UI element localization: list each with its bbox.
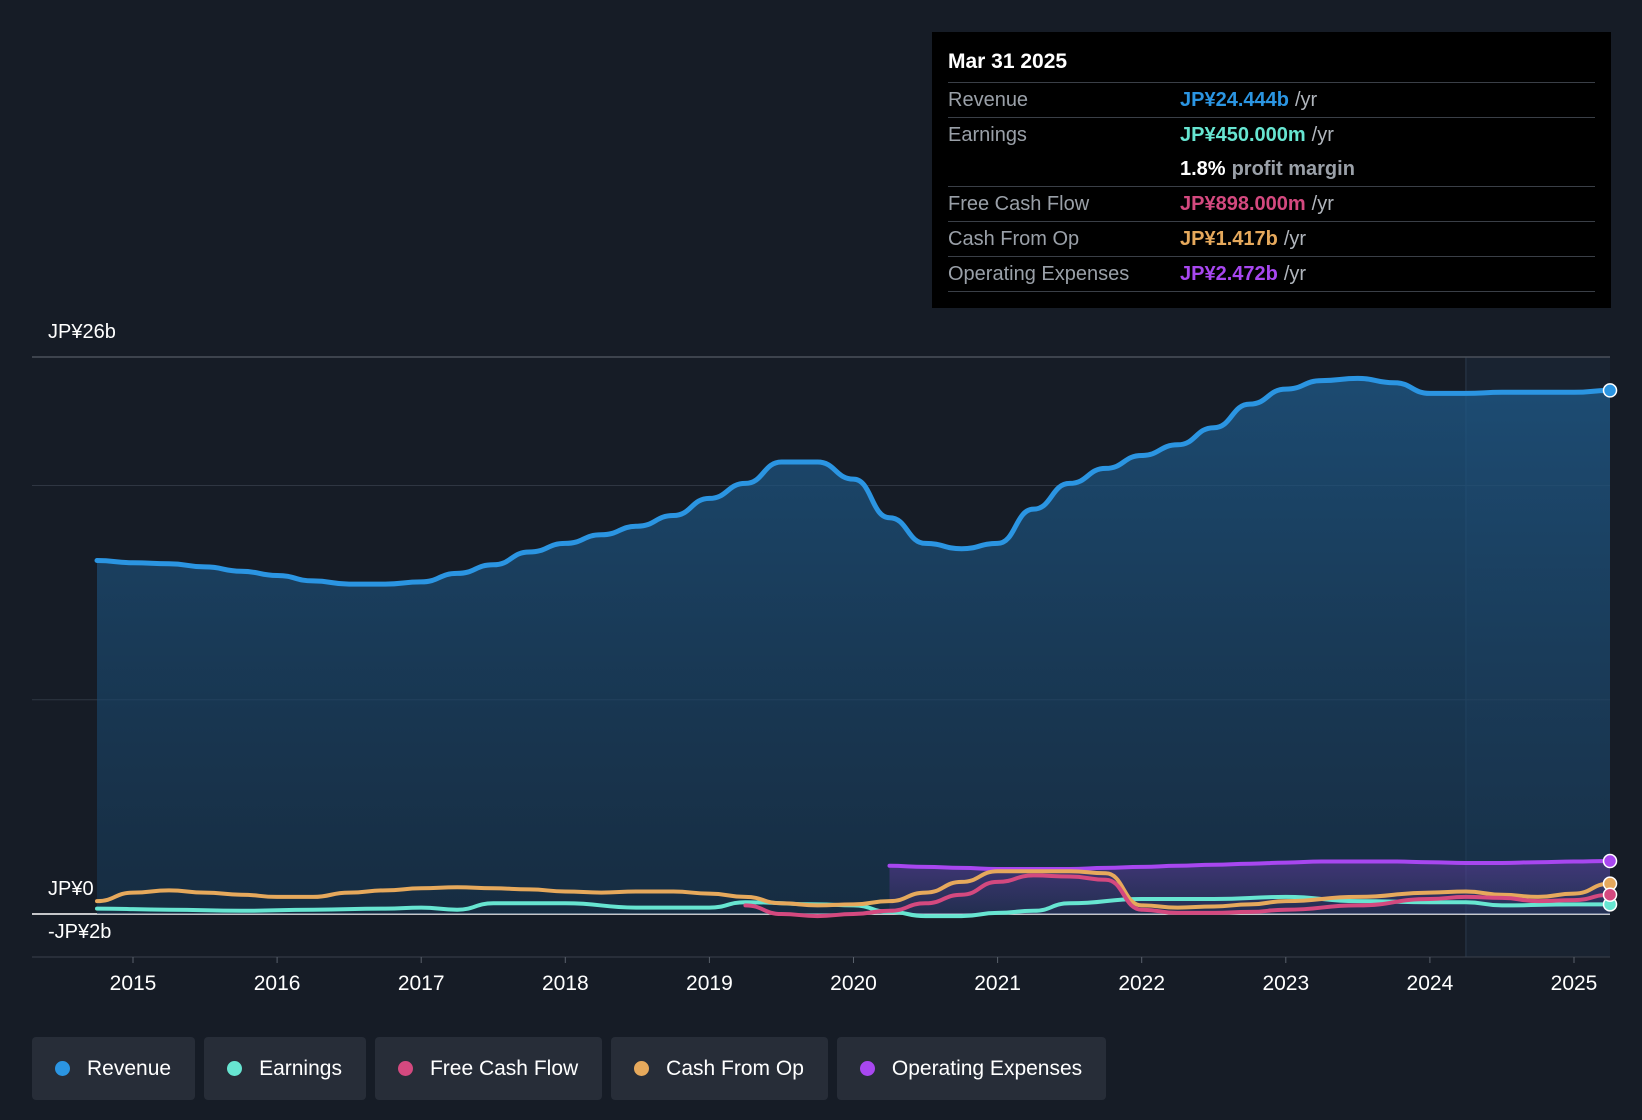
legend-label: Revenue — [87, 1056, 172, 1080]
legend: Revenue Earnings Free Cash Flow Cash Fro… — [32, 1037, 1107, 1100]
legend-dot-icon — [227, 1061, 243, 1076]
area-layer — [97, 378, 1610, 914]
tooltip-unit: /yr — [1294, 88, 1318, 111]
tooltip-value: JP¥2.472b — [1180, 262, 1278, 285]
tooltip-value: JP¥1.417b — [1180, 227, 1278, 250]
x-tick-label: 2018 — [542, 972, 589, 995]
tooltip-row-earnings: Earnings JP¥450.000m /yr — [948, 118, 1595, 152]
legend-label: Earnings — [259, 1056, 342, 1080]
tooltip-label: Cash From Op — [948, 227, 1080, 250]
tooltip-label: Revenue — [948, 88, 1029, 111]
tooltip-panel: Mar 31 2025 Revenue JP¥24.444b /yr Earni… — [932, 32, 1611, 308]
legend-item-fcf[interactable]: Free Cash Flow — [374, 1037, 603, 1100]
tooltip-label: Earnings — [948, 123, 1027, 146]
tooltip-row-fcf: Free Cash Flow JP¥898.000m /yr — [948, 187, 1595, 222]
tooltip-unit: /yr — [1311, 192, 1334, 215]
x-tick-label: 2020 — [830, 972, 877, 995]
x-tick-label: 2025 — [1551, 972, 1598, 995]
tooltip-unit: /yr — [1311, 123, 1334, 146]
end-marker-revenue — [1602, 383, 1618, 398]
tooltip-date: Mar 31 2025 — [948, 46, 1595, 83]
legend-item-opex[interactable]: Operating Expenses — [836, 1037, 1107, 1100]
legend-dot-icon — [634, 1061, 650, 1076]
tooltip-row-profit-margin: 1.8% profit margin — [948, 152, 1595, 187]
tooltip-margin-text: profit margin — [1231, 157, 1355, 180]
x-tick-label: 2016 — [254, 972, 301, 995]
x-tick-label: 2021 — [974, 972, 1021, 995]
legend-item-cfo[interactable]: Cash From Op — [611, 1037, 828, 1100]
area-revenue — [97, 378, 1610, 914]
end-marker-layer — [1602, 383, 1618, 912]
x-tick-label: 2019 — [686, 972, 733, 995]
x-tick-label: 2023 — [1262, 972, 1309, 995]
tooltip-row-revenue: Revenue JP¥24.444b /yr — [948, 83, 1595, 118]
legend-item-earnings[interactable]: Earnings — [204, 1037, 366, 1100]
end-marker-fcf — [1602, 887, 1618, 902]
tooltip-unit: /yr — [1283, 227, 1307, 250]
line-revenue — [94, 375, 1613, 587]
legend-label: Free Cash Flow — [429, 1056, 579, 1080]
tooltip-label: Operating Expenses — [948, 262, 1130, 285]
legend-item-revenue[interactable]: Revenue — [32, 1037, 196, 1100]
line-fcf — [743, 873, 1612, 919]
line-opex — [887, 859, 1612, 871]
tooltip-label: Free Cash Flow — [948, 192, 1090, 215]
tooltip-value: JP¥898.000m — [1180, 192, 1306, 215]
x-axis-ticks: 2015 2016 2017 2018 2019 2020 2021 2022 2023 2024… — [110, 957, 1598, 995]
x-tick-label: 2024 — [1407, 972, 1454, 995]
y-label-zero: JP¥0 — [48, 878, 94, 900]
tooltip-value: JP¥24.444b — [1180, 88, 1289, 111]
tooltip-value: JP¥450.000m — [1180, 123, 1306, 146]
x-tick-label: 2015 — [110, 972, 157, 995]
legend-dot-icon — [55, 1061, 70, 1076]
end-marker-opex — [1602, 853, 1618, 869]
legend-dot-icon — [397, 1061, 413, 1076]
x-tick-label: 2022 — [1118, 972, 1165, 995]
legend-dot-icon — [859, 1061, 875, 1076]
tooltip-row-cfo: Cash From Op JP¥1.417b /yr — [948, 222, 1595, 257]
tooltip-row-opex: Operating Expenses JP¥2.472b /yr — [948, 257, 1595, 292]
tooltip-unit: /yr — [1283, 262, 1307, 285]
y-label-top: JP¥26b — [48, 321, 116, 343]
y-label-bottom: -JP¥2b — [48, 921, 112, 943]
line-cfo — [95, 869, 1612, 910]
legend-label: Cash From Op — [666, 1056, 804, 1080]
tooltip-margin-value: 1.8% — [1180, 157, 1226, 180]
x-tick-label: 2017 — [398, 972, 445, 995]
legend-label: Operating Expenses — [891, 1056, 1083, 1080]
line-layer — [94, 375, 1613, 919]
